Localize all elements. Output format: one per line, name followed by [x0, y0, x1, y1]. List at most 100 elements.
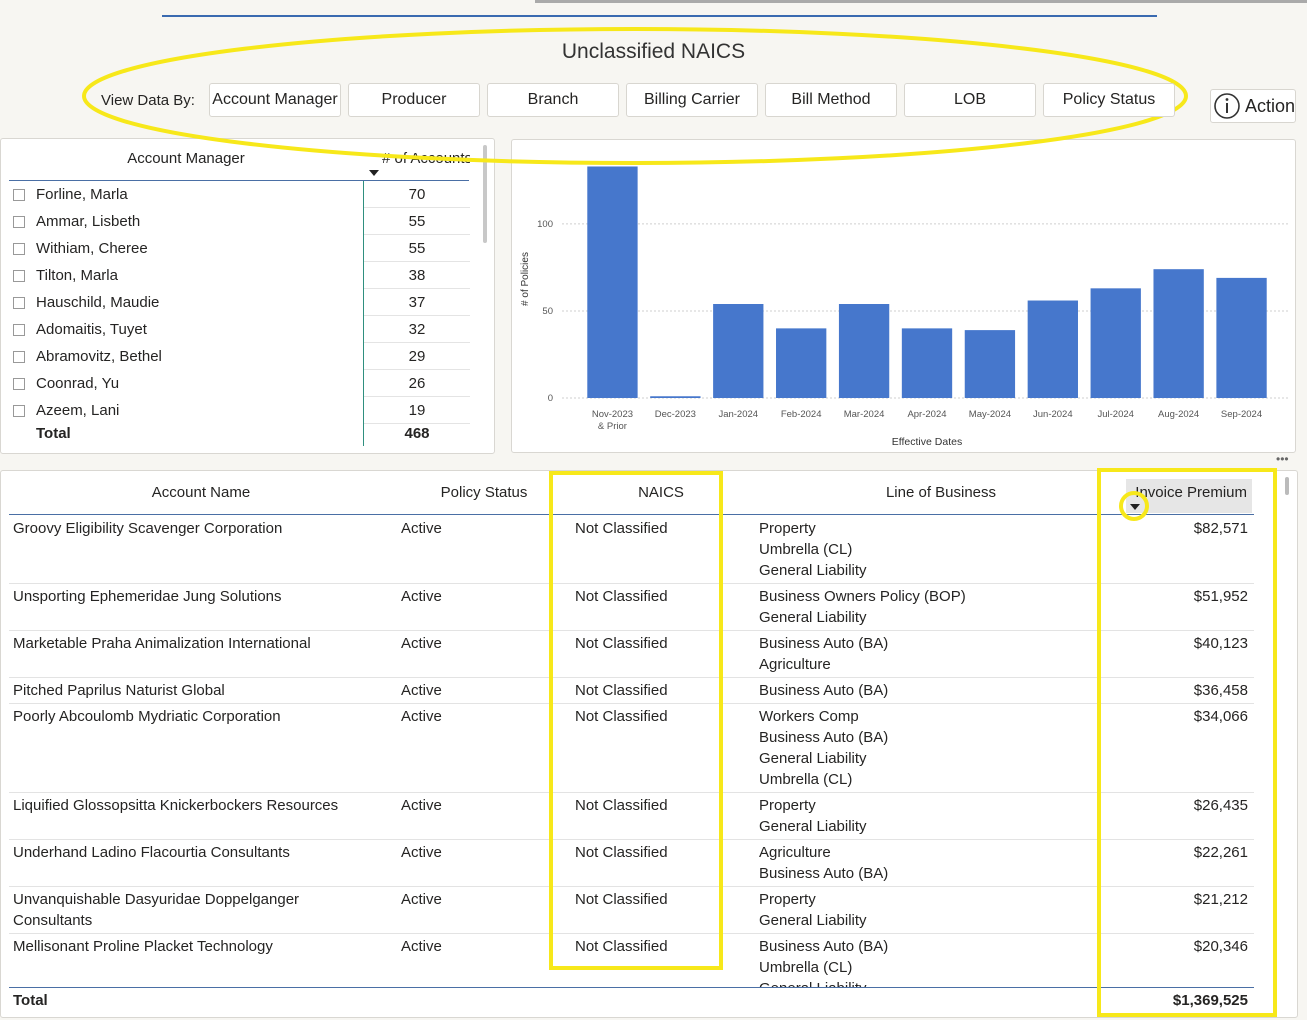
policy-status: Active [401, 938, 442, 955]
total-label: Total [13, 992, 48, 1009]
account-name: Unvanquishable Dasyuridae Doppelganger C… [13, 891, 300, 929]
view-button[interactable]: Producer [348, 83, 480, 117]
naics: Not Classified [575, 635, 668, 652]
manager-name: Adomaitis, Tuyet [36, 321, 147, 338]
account-name: Underhand Ladino Flacourtia Consultants [13, 844, 290, 861]
invoice-premium: $40,123 [1193, 635, 1248, 652]
row-rule [364, 207, 470, 208]
bar [964, 330, 1016, 398]
view-label: View Data By: [101, 92, 195, 109]
view-button[interactable]: LOB [904, 83, 1036, 117]
line-of-business: Umbrella (CL) [759, 541, 853, 558]
bar [713, 304, 764, 398]
row-rule [9, 703, 1254, 704]
manager-name: Azeem, Lani [36, 402, 120, 419]
expand-icon [13, 405, 25, 417]
policy-status: Active [401, 891, 442, 908]
naics: Not Classified [575, 588, 668, 605]
line-of-business: Business Auto (BA) [759, 682, 889, 699]
column-divider [363, 181, 364, 446]
title: Unclassified NAICS [561, 40, 746, 63]
expand-icon [13, 270, 25, 282]
view-button[interactable]: Account Manager [209, 83, 341, 117]
line-of-business: Agriculture [759, 656, 831, 673]
policy-status: Active [401, 682, 442, 699]
bar [587, 166, 638, 398]
y-tick-label: 0 [548, 393, 553, 404]
total-premium: $1,369,525 [1172, 992, 1248, 1009]
expand-icon [13, 378, 25, 390]
total-rule [9, 987, 1254, 988]
invoice-premium: $21,212 [1193, 891, 1248, 908]
invoice-premium: $26,435 [1193, 797, 1248, 814]
row-rule [9, 886, 1254, 887]
row-rule [364, 342, 470, 343]
expand-icon [13, 351, 25, 363]
account-name: Poorly Abcoulomb Mydriatic Corporation [13, 708, 281, 725]
action-button[interactable]: Action [1210, 89, 1296, 123]
account-count: 26 [408, 375, 426, 392]
action-label: Action [1244, 95, 1295, 116]
manager-name: Hauschild, Maudie [36, 294, 160, 311]
line-of-business: General Liability [759, 750, 867, 767]
invoice-premium: $82,571 [1193, 520, 1248, 537]
column-header: Account Manager [127, 150, 245, 167]
manager-name: Abramovitz, Bethel [36, 348, 162, 365]
bar [650, 396, 701, 398]
account-count: 29 [408, 348, 426, 365]
row-rule [9, 839, 1254, 840]
row-rule [364, 234, 470, 235]
bar [838, 304, 890, 398]
invoice-premium: $51,952 [1193, 588, 1248, 605]
policy-status: Active [401, 588, 442, 605]
column-header: # of Accounts [382, 150, 470, 167]
account-count: 19 [408, 402, 426, 419]
policy-status: Active [401, 520, 442, 537]
view-button[interactable]: Billing Carrier [626, 83, 758, 117]
line-of-business: Property [759, 520, 816, 537]
sort-arrow [369, 170, 379, 176]
manager-name: Tilton, Marla [36, 267, 118, 284]
line-of-business: General Liability [759, 912, 867, 929]
total-label: Total [36, 425, 71, 442]
bar [1216, 277, 1267, 398]
bar [776, 328, 827, 398]
expand-icon [13, 189, 25, 201]
manager-name: Coonrad, Yu [36, 375, 120, 392]
policy-status: Active [401, 635, 442, 652]
naics: Not Classified [575, 520, 668, 537]
scrollbar [1285, 477, 1289, 495]
line-of-business: General Liability [759, 978, 867, 987]
x-tick-label: Mar-2024 [843, 409, 885, 420]
column-header: Account Name [151, 484, 251, 501]
y-tick-label: 100 [537, 219, 553, 230]
bar [1090, 288, 1141, 398]
sort-arrow [1130, 504, 1140, 510]
chart: 0 50 100 # of Policies Effective Dates [520, 166, 1290, 448]
line-of-business: Business Auto (BA) [759, 729, 889, 746]
manager-name: Ammar, Lisbeth [36, 213, 141, 230]
header-rule [9, 514, 1254, 515]
line-of-business: Umbrella (CL) [759, 771, 853, 788]
naics: Not Classified [575, 682, 668, 699]
account-name: Marketable Praha Animalization Internati… [13, 635, 311, 652]
account-name: Mellisonant Proline Placket Technology [13, 938, 273, 955]
total-count: 468 [404, 425, 430, 442]
line-of-business: Workers Comp [759, 708, 859, 725]
row-rule [364, 423, 470, 424]
x-tick-label: Jan-2024 [718, 409, 759, 420]
manager-name: Withiam, Cheree [36, 240, 148, 257]
manager-table: Account Manager # of Accounts Forline, Mar… [0, 138, 495, 454]
expand-icon [13, 243, 25, 255]
top-rule [162, 15, 1157, 17]
view-button[interactable]: Bill Method [765, 83, 897, 117]
line-of-business: Business Owners Policy (BOP) [759, 588, 966, 605]
bar [901, 328, 953, 398]
info-icon [1214, 93, 1240, 119]
x-tick-label: Aug-2024 [1158, 409, 1200, 420]
view-button[interactable]: Policy Status [1043, 83, 1175, 117]
account-name: Groovy Eligibility Scavenger Corporation [13, 520, 283, 537]
view-button[interactable]: Branch [487, 83, 619, 117]
chart-panel: 0 50 100 # of Policies Effective Dates Nov-2… [511, 139, 1296, 453]
